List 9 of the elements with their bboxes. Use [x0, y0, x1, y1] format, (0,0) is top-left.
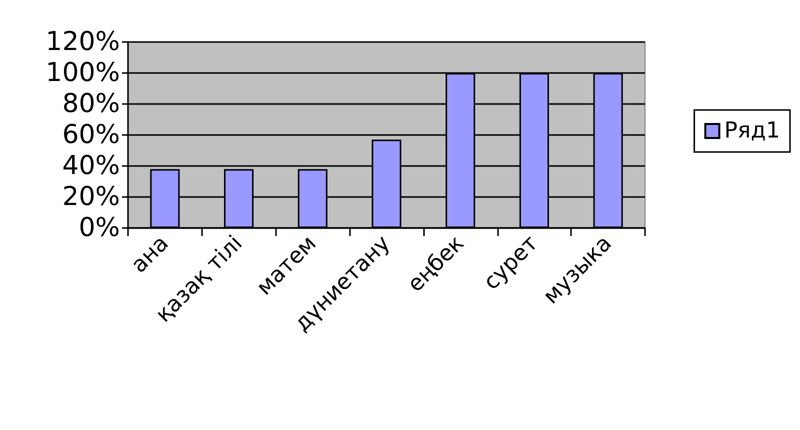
y-tick-label: 80% — [62, 89, 120, 119]
y-tick-label: 120% — [46, 27, 120, 57]
y-tick-label: 40% — [62, 151, 120, 181]
x-tick-label: ана — [126, 231, 174, 278]
y-tick-label: 20% — [62, 182, 120, 212]
y-tick-label: 60% — [62, 120, 120, 150]
legend-label: Ряд1 — [724, 118, 780, 144]
y-tick-label: 0% — [78, 213, 120, 243]
y-tick-label: 100% — [46, 58, 120, 88]
